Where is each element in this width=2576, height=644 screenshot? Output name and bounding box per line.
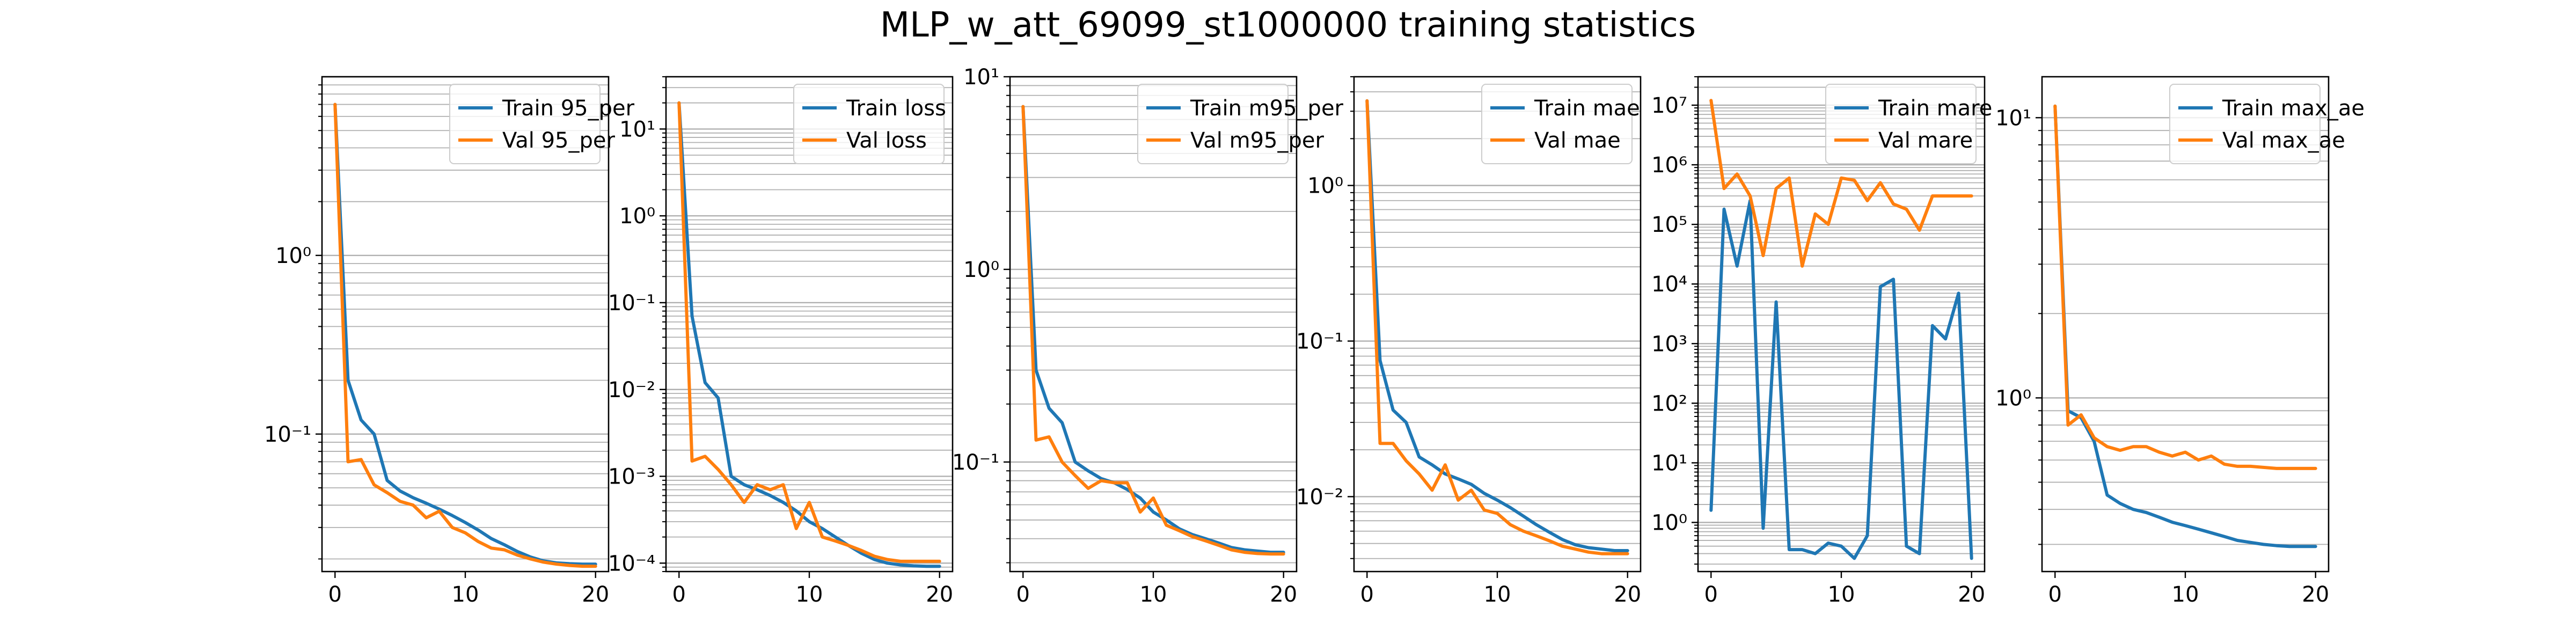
legend-label: Train 95_per (502, 96, 635, 121)
y-tick-label: 10⁵ (1651, 213, 1687, 237)
y-tick-label: 10¹ (1651, 451, 1687, 475)
x-tick-label: 0 (672, 582, 686, 607)
legend: Train max_ae Val max_ae (2169, 84, 2365, 164)
x-tick-label: 20 (1270, 582, 1297, 607)
y-tick-label: 10⁻⁴ (608, 551, 655, 576)
y-tick-label: 10⁻¹ (1296, 330, 1343, 354)
y-tick-label: 10⁻³ (608, 465, 655, 489)
y-tick-label: 10⁻² (608, 378, 655, 402)
legend-box (449, 84, 601, 164)
legend: Train 95_per Val 95_per (449, 84, 635, 164)
chart-panel-6: 10⁰ 10¹ 0 10 20 Train max_ae Val max_ae (1995, 76, 2365, 607)
y-tick-label: 10⁻¹ (952, 450, 999, 475)
y-tick-label: 10⁰ (1307, 174, 1343, 199)
legend: Train mare Val mare (1825, 84, 1992, 164)
legend-box (1481, 84, 1633, 164)
y-tick-label: 10² (1651, 391, 1687, 416)
y-tick-label: 10⁰ (619, 204, 655, 229)
series-line-val-mae (1365, 99, 1629, 555)
chart-panel-5: 10⁰ 10¹ 10² 10³ 10⁴ 10⁵ 10⁶ 10⁷ 0 10 20 Train mare V… (1651, 76, 1992, 607)
series-line-val-loss (677, 101, 941, 563)
legend-box (2169, 84, 2321, 164)
legend-box (793, 84, 945, 164)
series-line-val-mare (1709, 99, 1973, 268)
series-line-val-m95-per (1021, 105, 1285, 556)
y-tick-label: 10⁰ (1995, 386, 2031, 411)
y-tick-label: 10⁻² (1296, 485, 1343, 509)
series-line-train-mare (1709, 199, 1973, 560)
y-tick-label: 10⁴ (1651, 272, 1687, 297)
y-tick-label: 10¹ (619, 117, 655, 142)
y-tick-label: 10⁶ (1651, 153, 1687, 178)
legend: Train loss Val loss (793, 84, 946, 164)
legend-label: Val m95_per (1190, 128, 1324, 153)
x-tick-label: 10 (1828, 582, 1855, 607)
x-tick-label: 10 (1484, 582, 1511, 607)
chart-panel-2: 10⁻⁴ 10⁻³ 10⁻² 10⁻¹ 10⁰ 10¹ 0 10 20 Train loss Val… (608, 76, 954, 607)
legend-label: Val 95_per (502, 128, 615, 153)
y-tick-label: 10⁻¹ (264, 422, 311, 447)
legend-box (1825, 84, 1977, 164)
y-tick-label: 10⁷ (1651, 93, 1687, 118)
y-tick-label: 10³ (1651, 332, 1687, 356)
legend-label: Train mae (1534, 96, 1640, 121)
chart-panel-1: 10⁻¹ 10⁰ 0 10 20 Train 95_per Val 95_per (264, 76, 635, 607)
series-line-train-max-ae (2053, 104, 2317, 548)
legend: Train mae Val mae (1481, 84, 1640, 164)
x-tick-label: 0 (328, 582, 342, 607)
legend: Train m95_per Val m95_per (1137, 84, 1344, 164)
x-tick-label: 0 (2048, 582, 2062, 607)
legend-label: Train max_ae (2222, 96, 2365, 121)
x-tick-label: 10 (2172, 582, 2199, 607)
legend-label: Val mare (1878, 128, 1973, 153)
legend-label: Val loss (846, 128, 927, 153)
x-tick-label: 0 (1704, 582, 1718, 607)
y-tick-label: 10⁰ (963, 258, 999, 282)
x-tick-label: 0 (1016, 582, 1030, 607)
x-tick-label: 20 (582, 582, 609, 607)
legend-label: Train loss (846, 96, 946, 121)
y-tick-label: 10¹ (1995, 106, 2031, 130)
x-tick-label: 20 (1958, 582, 1985, 607)
figure-title: MLP_w_att_69099_st1000000 training stati… (880, 5, 1696, 45)
y-tick-label: 10¹ (963, 65, 999, 90)
y-tick-label: 10⁻¹ (608, 291, 655, 316)
legend-box (1137, 84, 1289, 164)
series-line-val-max-ae (2053, 104, 2317, 470)
legend-label: Val mae (1534, 128, 1621, 153)
series-line-train-mae (1365, 99, 1629, 552)
series-line-train-m95-per (1021, 105, 1285, 554)
chart-panel-4: 10⁻² 10⁻¹ 10⁰ 0 10 20 Train mae Val mae (1296, 76, 1642, 607)
y-tick-label: 10⁰ (275, 244, 311, 268)
x-tick-label: 10 (1140, 582, 1167, 607)
x-tick-label: 20 (926, 582, 953, 607)
legend-label: Train m95_per (1190, 96, 1344, 121)
legend-label: Val max_ae (2222, 128, 2345, 153)
series-line-train-loss (677, 101, 941, 568)
legend-label: Train mare (1878, 96, 1992, 121)
y-tick-label: 10⁰ (1651, 510, 1687, 535)
x-tick-label: 10 (796, 582, 823, 607)
x-tick-label: 10 (452, 582, 479, 607)
chart-panel-3: 10⁻¹ 10⁰ 10¹ 0 10 20 Train m95_per Val m95_per (952, 65, 1344, 607)
x-tick-label: 0 (1360, 582, 1374, 607)
x-tick-label: 20 (1614, 582, 1641, 607)
x-tick-label: 20 (2302, 582, 2329, 607)
series-line-val-95-per (333, 103, 597, 568)
